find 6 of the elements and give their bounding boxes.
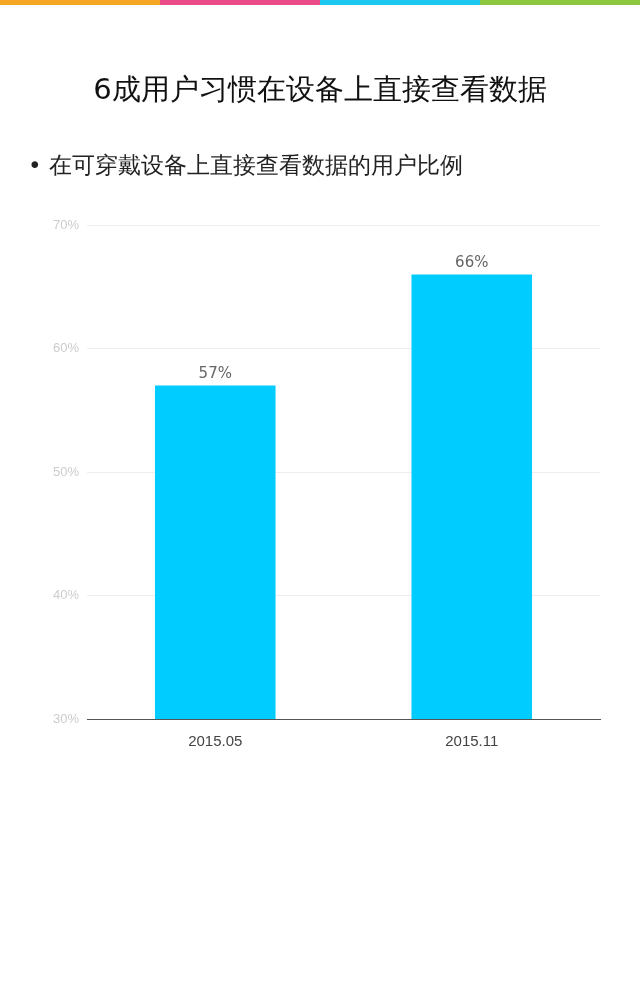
- chart-subtitle: • 在可穿戴设备上直接查看数据的用户比例: [28, 151, 463, 180]
- x-tick-label: 2015.05: [188, 732, 243, 750]
- chart-title: 6成用户习惯在设备上直接查看数据: [92, 71, 548, 108]
- x-tick-label: 2015.11: [445, 732, 499, 750]
- data-label: 57%: [198, 363, 232, 382]
- data-label: 66%: [455, 252, 489, 271]
